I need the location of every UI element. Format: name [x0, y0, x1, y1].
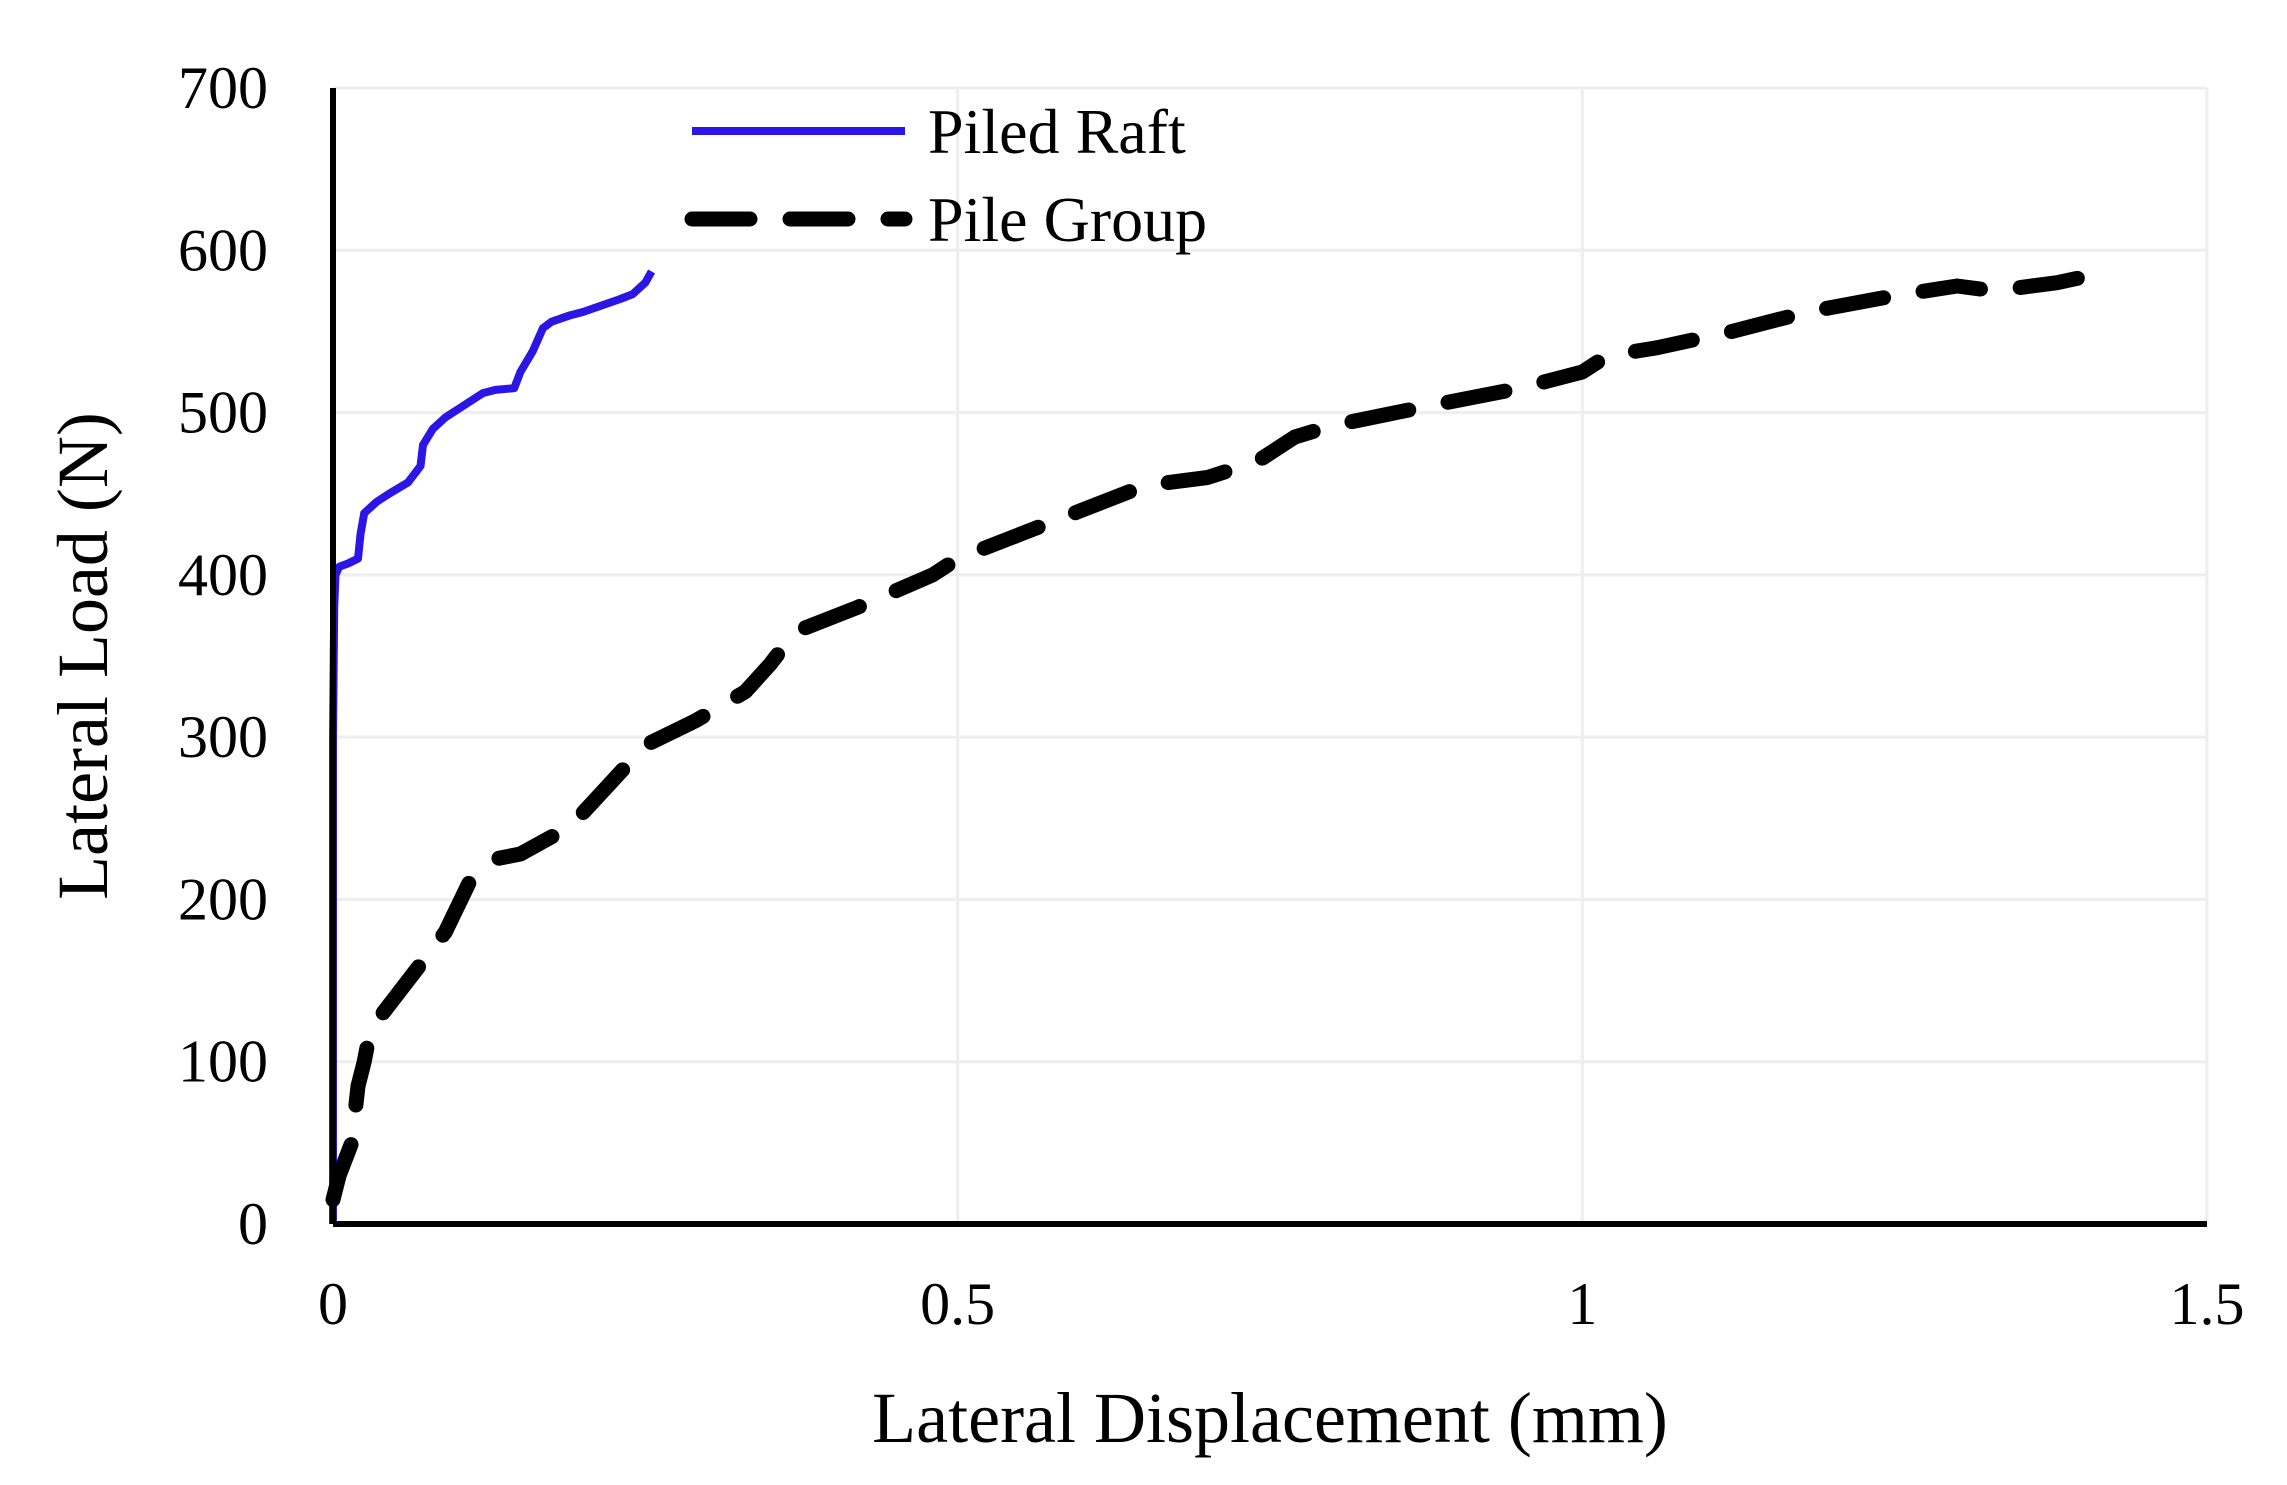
- x-tick-label: 1.5: [2170, 1271, 2245, 1337]
- y-tick-label: 300: [178, 704, 268, 770]
- axes: [330, 88, 2207, 1227]
- y-tick-label: 600: [178, 217, 268, 283]
- y-tick-label: 500: [178, 380, 268, 446]
- y-tick-label: 400: [178, 542, 268, 608]
- series-line-pile-group: [325, 267, 2103, 1208]
- x-axis-title: Lateral Displacement (mm): [872, 1378, 1668, 1458]
- y-tick-label: 100: [178, 1029, 268, 1095]
- y-tick-label: 700: [178, 55, 268, 121]
- y-tick-label: 200: [178, 866, 268, 932]
- x-tick-label: 0.5: [920, 1271, 995, 1337]
- series-line-piled-raft: [329, 269, 656, 1224]
- series-layer: [325, 267, 2103, 1224]
- x-tick-label: 0: [318, 1271, 348, 1337]
- legend-label-pile-group: Pile Group: [928, 184, 1207, 255]
- x-tick-labels: 0 0.5 1 1.5: [318, 1271, 2245, 1337]
- y-tick-labels: 0 100 200 300 400 500 600 700: [178, 55, 268, 1257]
- x-tick-label: 1: [1567, 1271, 1597, 1337]
- legend-label-piled-raft: Piled Raft: [928, 96, 1186, 167]
- gridlines: [333, 86, 2209, 1224]
- y-tick-label: 0: [238, 1191, 268, 1257]
- y-axis-title: Lateral Load (N): [43, 412, 123, 900]
- legend: Piled Raft Pile Group: [684, 96, 1207, 255]
